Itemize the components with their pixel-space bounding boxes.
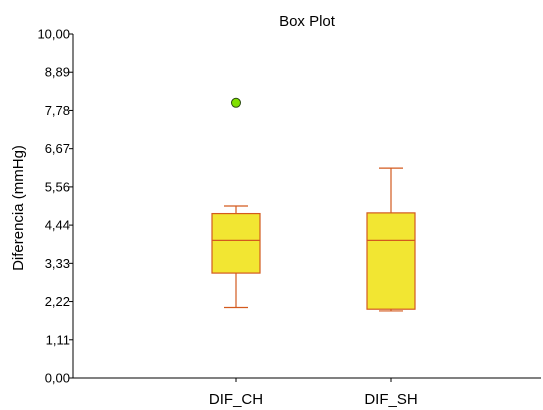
y-tick-label: 1,11: [46, 332, 70, 347]
box-dif-ch: [211, 97, 261, 309]
y-tick-label: 2,22: [45, 294, 70, 309]
y-tick-label: 4,44: [45, 218, 70, 233]
y-tick-label: 10,00: [37, 27, 70, 42]
y-tick-label: 7,78: [45, 103, 70, 118]
x-axis: DIF_CH DIF_SH: [73, 377, 541, 408]
y-tick-label: 0,00: [45, 371, 70, 386]
x-tick-label: DIF_SH: [364, 391, 417, 408]
chart-title: Box Plot: [279, 13, 336, 30]
y-tick-label: 6,67: [45, 141, 70, 156]
y-tick-label: 3,33: [45, 256, 70, 271]
y-axis: 0,00 1,11 2,22 3,33 4,44 5,56 6,67 7,78 8,89 10,0…: [37, 27, 74, 386]
y-tick-label: 8,89: [45, 65, 70, 80]
box-dif-sh: [366, 167, 416, 312]
iqr-box: [366, 212, 416, 310]
x-tick-label: DIF_CH: [209, 391, 263, 408]
boxes: [211, 97, 416, 312]
outlier-point: [231, 97, 241, 108]
y-axis-title: Diferencia (mmHg): [10, 145, 27, 271]
y-tick-label: 5,56: [45, 179, 70, 194]
iqr-box: [211, 212, 261, 274]
